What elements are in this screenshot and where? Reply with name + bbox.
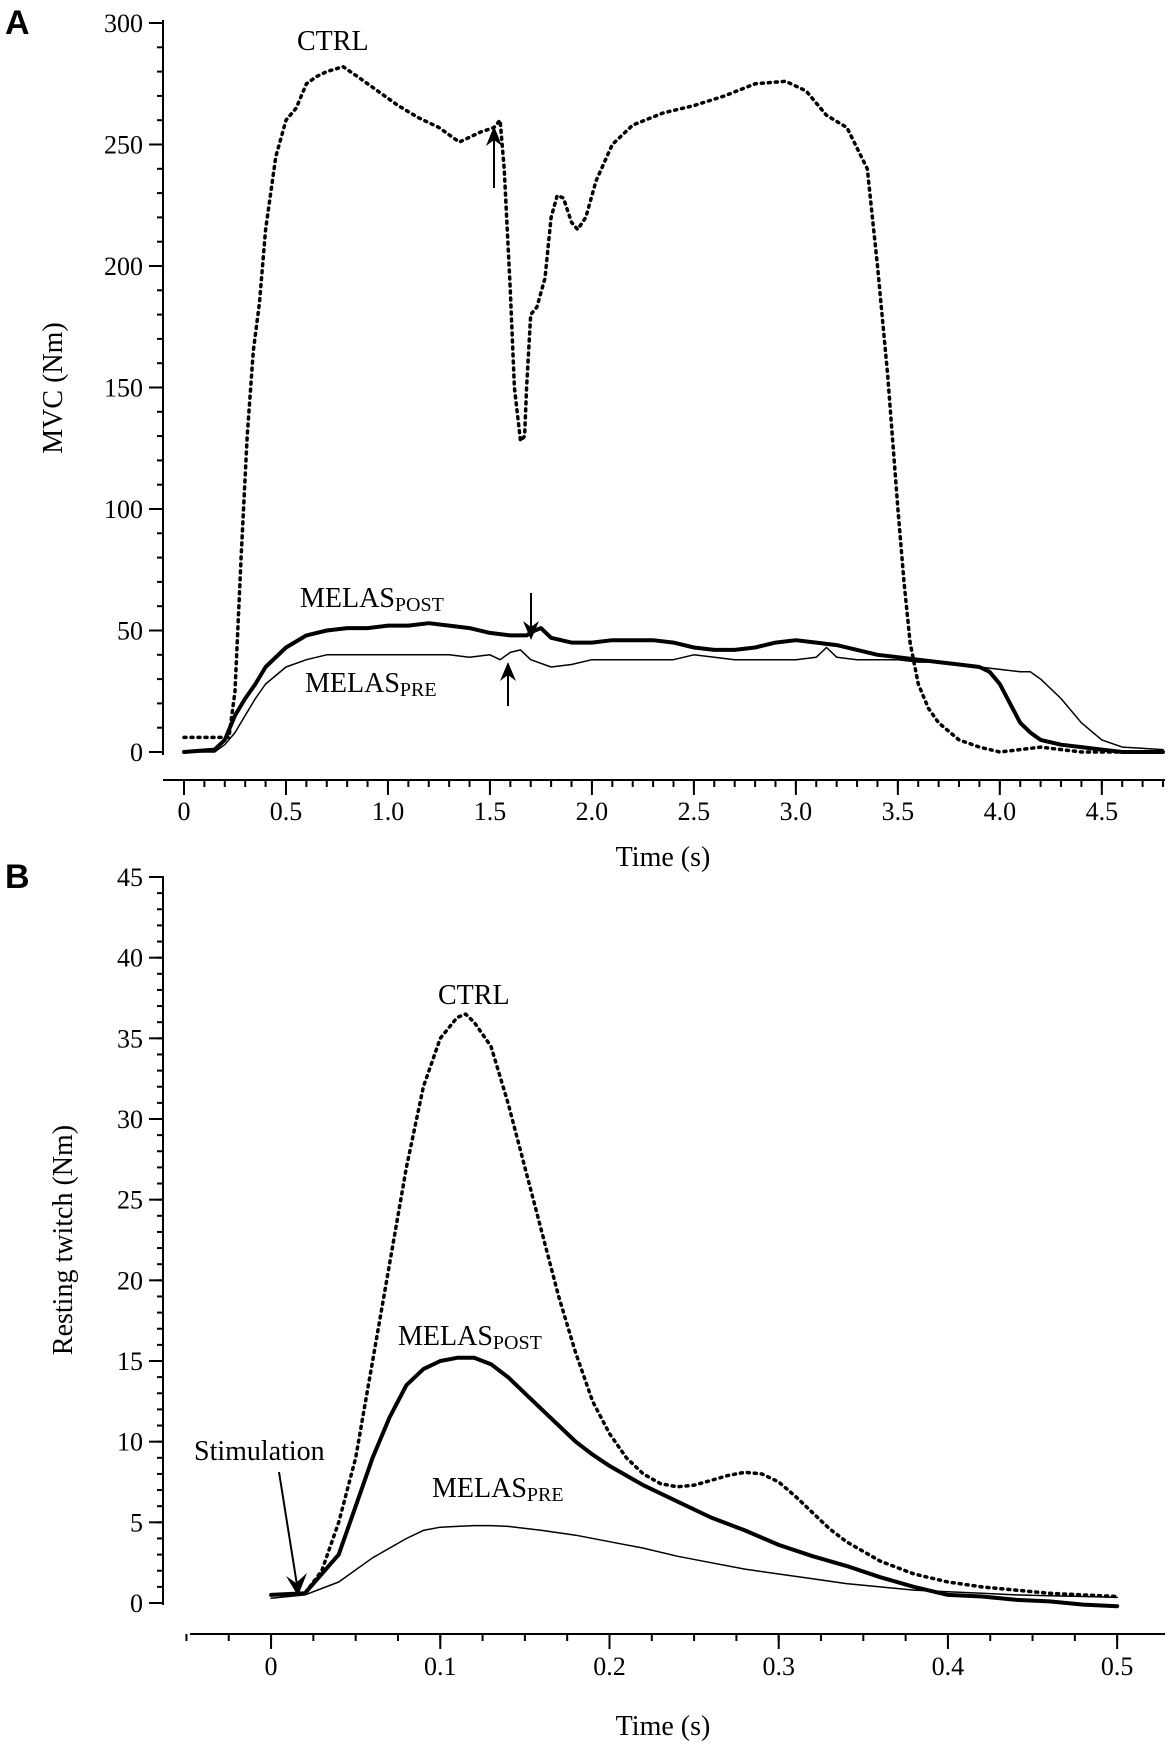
panel-a-x-tick-label: 1.0: [372, 797, 405, 826]
panel-a: A 0 50 100 150 200 250 300 0 0.5 1.0 1.5 2.0 2.5 3.0…: [5, 4, 1165, 873]
panel-b-melas-post-sub: POST: [493, 1332, 542, 1354]
panel-a-y-tick-label: 250: [104, 131, 143, 160]
panel-b-series-melas-pre: [270, 1524, 1118, 1599]
panel-a-x-tick-label: 3.0: [780, 797, 813, 826]
panel-b-ctrl-label: CTRL: [438, 980, 510, 1011]
panel-a-x-tick-label: 4.5: [1086, 797, 1119, 826]
panel-b-y-tick-label: 5: [130, 1508, 143, 1537]
panel-a-x-tick-label: 1.5: [474, 797, 507, 826]
panel-a-x-tick-label: 4.0: [984, 797, 1017, 826]
panel-a-melas-pre-arrow: [500, 662, 516, 706]
panel-a-melas-pre-label: MELASPRE: [305, 668, 437, 701]
panel-letter-b: B: [5, 858, 30, 896]
panel-b-melas-post-main: MELAS: [398, 1321, 493, 1352]
panel-b-y-tick-label: 30: [117, 1105, 143, 1134]
panel-b-x-ticks: 0 0.1 0.2 0.3 0.4 0.5: [185, 1634, 1134, 1681]
panel-a-series: [182, 64, 1165, 754]
panel-a-melas-post-arrow: [523, 593, 539, 640]
panel-a-y-tick-label: 150: [104, 374, 143, 403]
panel-a-y-tick-label: 200: [104, 252, 143, 281]
panel-b-melas-post-label: MELASPOST: [398, 1321, 542, 1354]
panel-b-stimulation-label: Stimulation: [194, 1436, 325, 1467]
panel-a-y-tick-label: 100: [104, 495, 143, 524]
panel-a-series-ctrl: [182, 64, 1165, 754]
panel-b-y-tick-label: 40: [117, 944, 143, 973]
panel-a-x-ticks: 0 0.5 1.0 1.5 2.0 2.5 3.0 3.5 4.0 4.5: [178, 780, 1164, 826]
panel-b-x-tick-label: 0.5: [1101, 1652, 1134, 1681]
panel-b-x-tick-label: 0.2: [593, 1652, 626, 1681]
panel-a-x-tick-label: 3.5: [882, 797, 915, 826]
panel-a-melas-post-label: MELASPOST: [300, 583, 444, 616]
panel-a-melas-pre-main: MELAS: [305, 668, 400, 699]
panel-a-series-melas-post: [182, 621, 1165, 754]
panel-b-melas-pre-sub: PRE: [527, 1484, 564, 1506]
panel-b-y-tick-label: 0: [130, 1589, 143, 1618]
panel-a-melas-post-sub: POST: [395, 594, 444, 616]
panel-b-y-tick-label: 20: [117, 1266, 143, 1295]
panel-b-melas-pre-label: MELASPRE: [432, 1473, 564, 1506]
panel-b-x-tick-label: 0.4: [932, 1652, 965, 1681]
panel-b-stimulation-arrow: [278, 1471, 307, 1596]
panel-b-y-tick-label: 10: [117, 1428, 143, 1457]
panel-a-y-tick-label: 300: [104, 9, 143, 38]
panel-b-melas-pre-main: MELAS: [432, 1473, 527, 1504]
panel-a-y-tick-label: 50: [117, 617, 143, 646]
panel-a-series-melas-pre: [183, 646, 1164, 753]
panel-a-x-tick-label: 0: [178, 797, 191, 826]
panel-a-x-tick-label: 2.5: [678, 797, 711, 826]
panel-b-series: [269, 1012, 1120, 1609]
panel-a-y-label: MVC (Nm): [38, 322, 69, 453]
panel-a-x-label: Time (s): [616, 842, 711, 873]
panel-b-y-tick-label: 45: [117, 863, 143, 892]
panel-b-y-tick-label: 25: [117, 1186, 143, 1215]
panel-a-y-tick-label: 0: [130, 738, 143, 767]
panel-b-x-tick-label: 0: [265, 1652, 278, 1681]
panel-b-y-tick-label: 35: [117, 1024, 143, 1053]
panel-b-series-melas-post: [269, 1355, 1120, 1609]
panel-b-x-tick-label: 0.3: [762, 1652, 795, 1681]
panel-a-melas-pre-sub: PRE: [400, 679, 437, 701]
panel-b-y-ticks: 0 5 10 15 20 25 30 35 40 45: [117, 863, 163, 1618]
panel-a-ctrl-arrow: [486, 126, 502, 188]
panel-a-y-ticks: 0 50 100 150 200 250 300: [104, 9, 163, 767]
panel-b-series-ctrl: [269, 1012, 1119, 1599]
panel-a-x-tick-label: 2.0: [576, 797, 609, 826]
panel-a-ctrl-label: CTRL: [297, 26, 369, 57]
panel-b-x-tick-label: 0.1: [424, 1652, 457, 1681]
panel-b-x-label: Time (s): [616, 1711, 711, 1742]
panel-a-x-tick-label: 0.5: [270, 797, 303, 826]
panel-b-y-tick-label: 15: [117, 1347, 143, 1376]
panel-b: B 0 5 10 15 20 25 30 35 40 45 0 0.1 0.2 0.3 0.4 0.5 Ti…: [5, 858, 1165, 1742]
panel-b-y-label: Resting twitch (Nm): [48, 1125, 79, 1355]
panel-a-melas-post-main: MELAS: [300, 583, 395, 614]
panel-letter-a: A: [5, 4, 30, 42]
